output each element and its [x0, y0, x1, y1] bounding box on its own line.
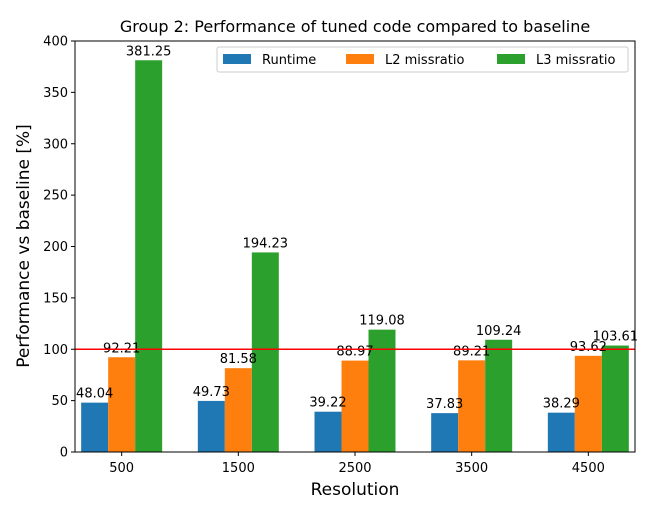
y-tick-label: 200: [43, 240, 68, 255]
data-label-l3-missratio-1500: 194.23: [243, 236, 289, 251]
bar-l2-missratio-3500: [458, 360, 486, 452]
data-label-runtime-3500: 37.83: [426, 397, 463, 412]
bar-runtime-3500: [431, 413, 459, 452]
x-tick-label: 1500: [222, 461, 255, 476]
x-tick-label: 500: [109, 461, 134, 476]
data-label-l2-missratio-2500: 88.97: [336, 345, 373, 360]
legend-swatch-l2-missratio: [346, 54, 374, 64]
x-axis-ticks: 500 1500 2500 3500 4500: [109, 452, 605, 476]
data-label-l2-missratio-3500: 89.21: [453, 344, 490, 359]
bar-l2-missratio-2500: [341, 360, 369, 452]
bars-group: [81, 60, 629, 453]
data-label-runtime-500: 48.04: [76, 387, 113, 402]
legend-swatch-runtime: [223, 54, 251, 64]
y-tick-label: 0: [60, 446, 68, 461]
x-tick-label: 4500: [572, 461, 605, 476]
bar-l2-missratio-1500: [224, 368, 252, 452]
bar-runtime-4500: [547, 412, 575, 452]
data-label-l3-missratio-2500: 119.08: [359, 314, 405, 329]
y-tick-label: 100: [43, 343, 68, 358]
data-label-l2-missratio-1500: 81.58: [220, 352, 257, 367]
data-label-l3-missratio-500: 381.25: [126, 44, 172, 59]
legend-box: [216, 46, 629, 73]
data-label-l2-missratio-4500: 93.62: [570, 340, 607, 355]
y-tick-label: 350: [43, 86, 68, 101]
y-tick-label: 250: [43, 189, 68, 204]
bar-l3-missratio-4500: [601, 345, 629, 452]
y-tick-label: 50: [51, 394, 68, 409]
data-label-runtime-2500: 39.22: [309, 396, 346, 411]
bar-l3-missratio-1500: [251, 252, 279, 452]
bar-l3-missratio-500: [135, 60, 163, 453]
data-label-runtime-1500: 49.73: [193, 385, 230, 400]
bar-runtime-2500: [314, 411, 342, 452]
bar-l2-missratio-500: [108, 357, 136, 452]
legend-label-l2-missratio: L2 missratio: [385, 53, 464, 68]
y-tick-label: 150: [43, 291, 68, 306]
x-tick-label: 2500: [338, 461, 371, 476]
y-tick-label: 300: [43, 137, 68, 152]
data-label-l3-missratio-3500: 109.24: [476, 324, 522, 339]
y-tick-label: 400: [43, 35, 68, 50]
bar-runtime-1500: [197, 400, 225, 452]
bar-l2-missratio-4500: [574, 355, 602, 452]
chart-title: Group 2: Performance of tuned code compa…: [120, 17, 590, 36]
x-axis-title: Resolution: [311, 480, 400, 500]
y-axis-ticks: 0 50 100 150 200 250 300 350 400: [43, 35, 75, 461]
y-axis-title: Performance vs baseline [%]: [14, 124, 34, 367]
legend-label-runtime: Runtime: [262, 53, 316, 68]
legend-swatch-l3-missratio: [497, 54, 525, 64]
bar-runtime-500: [81, 402, 109, 452]
bar-l3-missratio-3500: [485, 339, 513, 452]
legend-label-l3-missratio: L3 missratio: [536, 53, 615, 68]
data-label-runtime-4500: 38.29: [543, 397, 580, 412]
data-label-l3-missratio-4500: 103.61: [593, 330, 639, 345]
x-tick-label: 3500: [455, 461, 488, 476]
legend: Runtime L2 missratio L3 missratio: [216, 46, 629, 73]
